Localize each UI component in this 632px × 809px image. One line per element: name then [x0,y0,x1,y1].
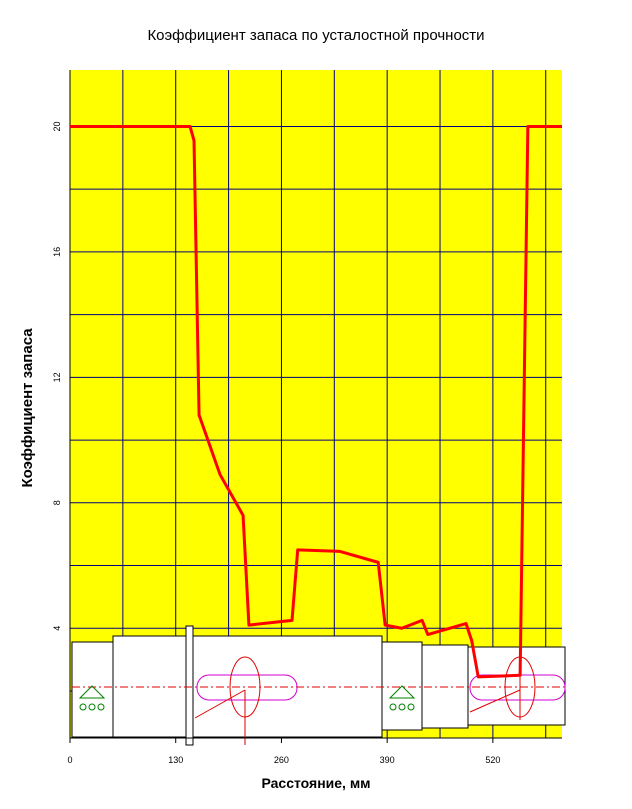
x-tick-label: 520 [485,755,500,765]
x-tick-label: 260 [274,755,289,765]
y-axis-label: Коэффициент запаса [19,328,36,488]
shaft-collar [185,625,194,746]
y-tick-label: 4 [52,626,62,631]
shaft-segment [467,646,566,726]
x-axis-label: Расстояние, мм [261,775,370,791]
series-line [70,124,562,679]
keyway [196,674,298,701]
chart-title: Коэффициент запаса по усталостной прочно… [147,27,484,44]
bearing-symbol [78,685,416,711]
y-tick-label: 8 [52,500,62,505]
grid [69,70,562,738]
y-tick-label: 16 [52,247,62,257]
plot-area [70,70,562,738]
y-tick-label: 12 [52,372,62,382]
shaft-segment [71,641,114,738]
x-tick-label: 130 [168,755,183,765]
y-tick-label: 20 [52,121,62,131]
shaft-drawing [71,625,566,746]
x-tick-label: 390 [380,755,395,765]
x-tick-label: 0 [67,755,72,765]
